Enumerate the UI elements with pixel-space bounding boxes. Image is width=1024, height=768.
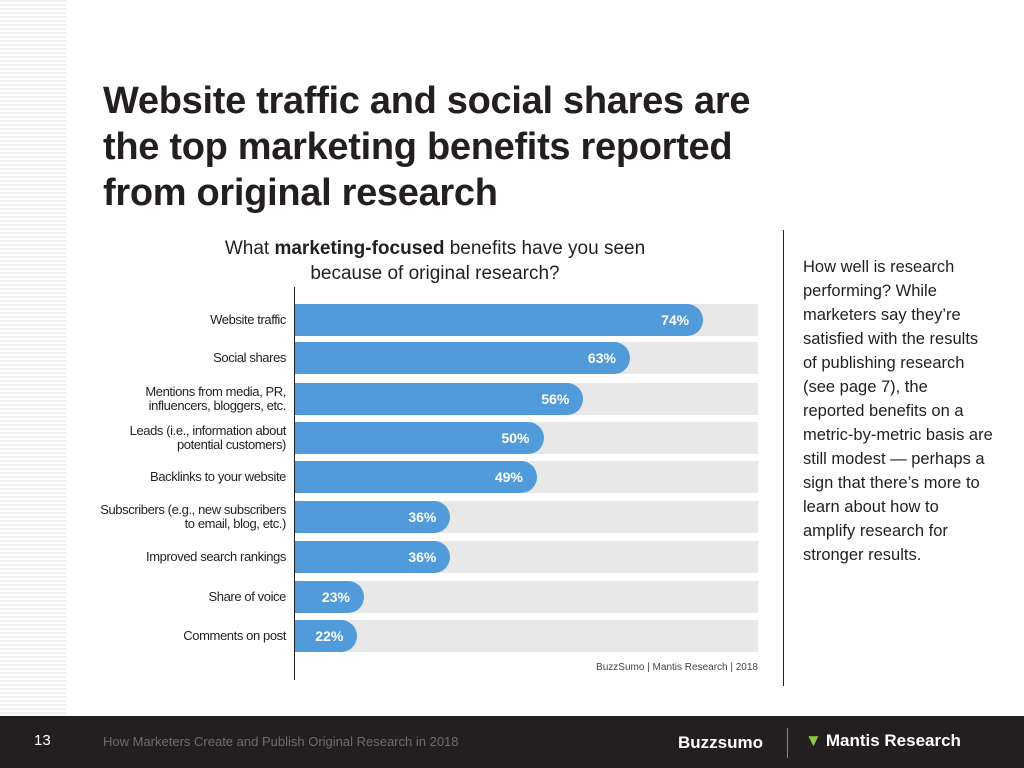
bar-row: Website traffic 74%	[0, 304, 760, 336]
category-label: Mentions from media, PR, influencers, bl…	[145, 384, 286, 413]
page-title: Website traffic and social shares are th…	[103, 80, 751, 214]
chart-source: BuzzSumo | Mantis Research | 2018	[596, 662, 758, 673]
value-label: 22%	[315, 628, 344, 644]
bar-track	[295, 581, 758, 613]
bar: 50%	[295, 422, 544, 454]
bar: 63%	[295, 342, 630, 374]
bar-row: Backlinks to your website 49%	[0, 461, 760, 493]
footer-divider	[787, 728, 788, 758]
category-label: Social shares	[213, 350, 286, 365]
value-label: 49%	[494, 469, 523, 485]
value-label: 56%	[541, 391, 570, 407]
bar-row: Share of voice 23%	[0, 581, 760, 613]
bar-row: Mentions from media, PR, influencers, bl…	[0, 383, 760, 415]
category-label: Backlinks to your website	[150, 469, 286, 484]
value-label: 50%	[501, 430, 530, 446]
value-label: 36%	[408, 549, 437, 565]
mantis-logo: ▼ Mantis Research	[805, 731, 961, 751]
bar-row: Social shares 63%	[0, 342, 760, 374]
category-label: Subscribers (e.g., new subscribers to em…	[100, 502, 286, 531]
value-label: 63%	[587, 350, 616, 366]
bar-row: Leads (i.e., information about potential…	[0, 422, 760, 454]
bar: 22%	[295, 620, 358, 652]
mantis-leaf-icon: ▼	[805, 731, 822, 750]
chart-title-pre: What	[224, 238, 275, 259]
category-label: Comments on post	[183, 628, 286, 643]
chart-title: What marketing-focused benefits have you…	[195, 236, 675, 286]
bar: 74%	[295, 304, 704, 336]
footer: 13 How Marketers Create and Publish Orig…	[0, 716, 1024, 768]
decorative-stripes	[0, 0, 66, 716]
bar-row: Improved search rankings 36%	[0, 541, 760, 573]
bar: 36%	[295, 541, 451, 573]
buzzsumo-logo: Buzzsumo	[678, 733, 763, 752]
category-label: Leads (i.e., information about potential…	[129, 423, 287, 452]
bar-row: Subscribers (e.g., new subscribers to em…	[0, 501, 760, 533]
category-label: Website traffic	[210, 312, 286, 327]
footer-title: How Marketers Create and Publish Origina…	[103, 734, 459, 749]
mantis-logo-text: Mantis Research	[825, 731, 961, 750]
value-label: 74%	[661, 312, 690, 328]
page-number: 13	[34, 732, 51, 749]
y-axis-line	[294, 287, 295, 680]
bar-track	[295, 620, 758, 652]
sidebar-text: How well is research performing? While m…	[803, 258, 993, 564]
divider	[783, 230, 784, 686]
category-label: Share of voice	[208, 589, 286, 604]
bar: 23%	[295, 581, 364, 613]
value-label: 36%	[408, 509, 437, 525]
chart-title-bold: marketing-focused	[274, 238, 445, 259]
bar: 36%	[295, 501, 451, 533]
chart-title-post: benefits have you seen because of origin…	[310, 238, 646, 284]
bar: 56%	[295, 383, 584, 415]
value-label: 23%	[321, 589, 350, 605]
bar: 49%	[295, 461, 537, 493]
category-label: Improved search rankings	[146, 549, 286, 564]
bar-row: Comments on post 22%	[0, 620, 760, 652]
